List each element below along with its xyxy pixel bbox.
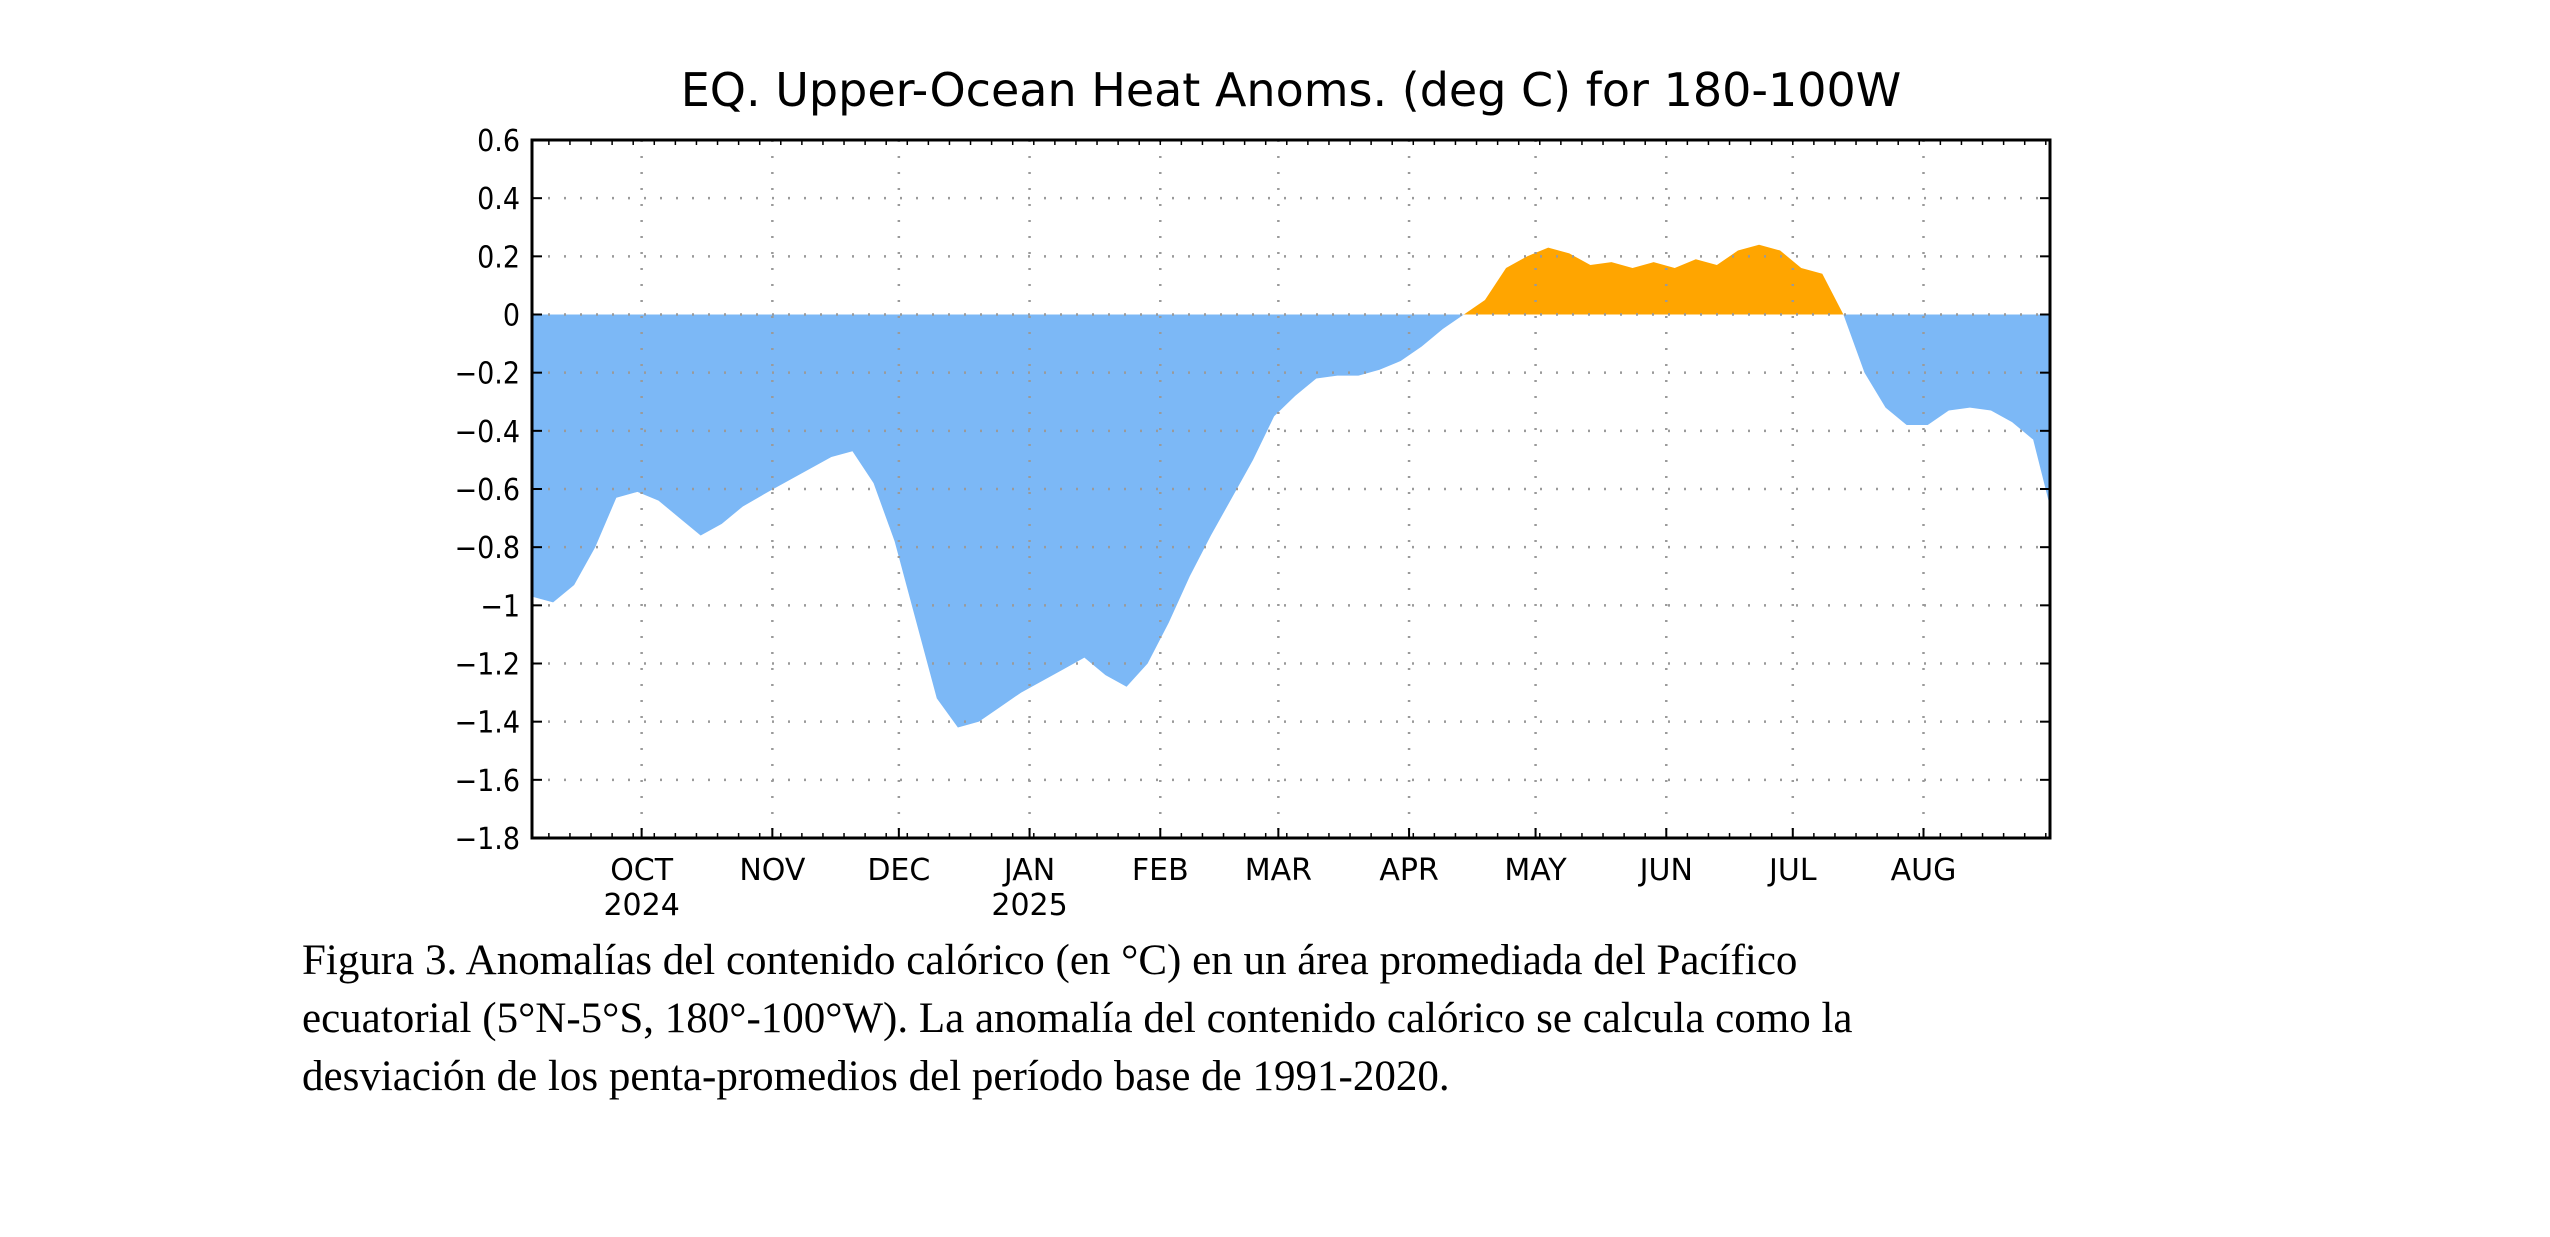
y-tick-label: −0.4 — [454, 415, 520, 450]
y-tick-label: 0.2 — [477, 240, 520, 275]
chart-svg: EQ. Upper-Ocean Heat Anoms. (deg C) for … — [454, 63, 2052, 920]
x-tick-label: JAN — [1002, 853, 1055, 888]
x-tick-year-label: 2024 — [603, 888, 679, 920]
y-tick-label: −1.8 — [454, 822, 520, 857]
x-tick-label: AUG — [1891, 853, 1957, 888]
y-tick-label: −0.8 — [454, 531, 520, 566]
x-tick-year-label: 2025 — [991, 888, 1067, 920]
y-tick-label: 0.4 — [477, 182, 520, 217]
caption-line-1: Figura 3. Anomalías del contenido calóri… — [302, 937, 1798, 984]
x-tick-label: MAR — [1245, 853, 1312, 888]
x-tick-label: APR — [1379, 853, 1438, 888]
x-tick-label: OCT — [610, 853, 674, 888]
negative-anomaly-area — [532, 314, 2050, 728]
x-tick-label: FEB — [1132, 853, 1189, 888]
y-tick-label: 0.6 — [477, 124, 520, 159]
y-tick-label: 0 — [503, 299, 520, 334]
plot-area: EQ. Upper-Ocean Heat Anoms. (deg C) for … — [454, 63, 2052, 920]
x-tick-label: NOV — [739, 853, 806, 888]
caption-line-2: ecuatorial (5°N-5°S, 180°-100°W). La ano… — [302, 995, 1853, 1042]
y-tick-label: −0.2 — [454, 357, 520, 392]
positive-anomaly-area — [532, 244, 2050, 315]
caption-line-3: desviación de los penta-promedios del pe… — [302, 1053, 1450, 1100]
plot-frame — [530, 138, 2052, 840]
y-tick-label: −0.6 — [454, 473, 520, 508]
x-tick-label: DEC — [867, 853, 930, 888]
figure-caption: Figura 3. Anomalías del contenido calóri… — [302, 932, 2202, 1106]
x-tick-label: MAY — [1504, 853, 1567, 888]
x-tick-label: JUN — [1638, 853, 1693, 888]
y-tick-label: −1.6 — [454, 764, 520, 799]
y-tick-label: −1 — [480, 589, 520, 624]
y-tick-label: −1.4 — [454, 706, 520, 741]
x-tick-label: JUL — [1767, 853, 1817, 888]
y-tick-label: −1.2 — [454, 648, 520, 683]
chart-title: EQ. Upper-Ocean Heat Anoms. (deg C) for … — [681, 63, 1902, 117]
chart-figure: EQ. Upper-Ocean Heat Anoms. (deg C) for … — [454, 63, 2052, 920]
